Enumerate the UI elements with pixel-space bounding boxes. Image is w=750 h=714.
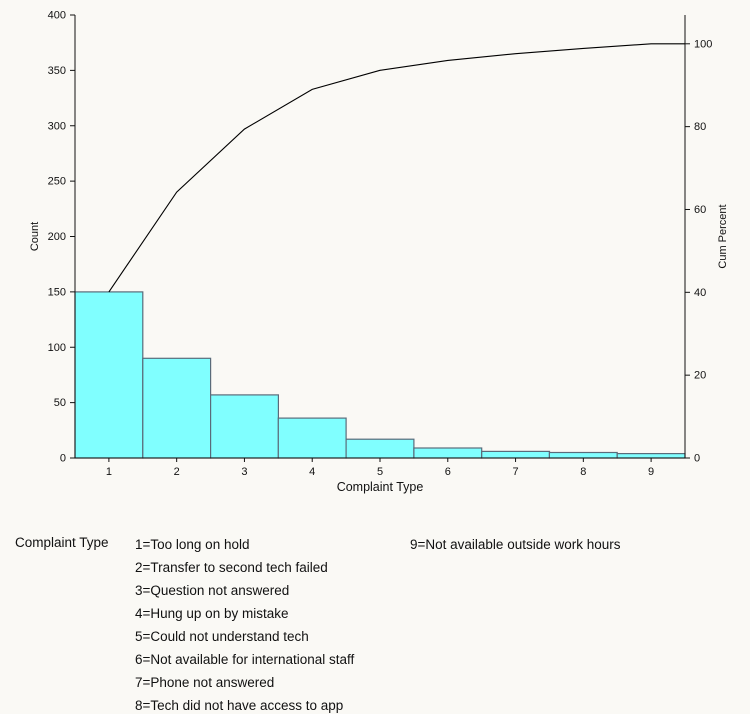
legend-item: 9=Not available outside work hours	[410, 537, 621, 552]
pareto-bar	[616, 453, 686, 459]
x-tick-label: 5	[377, 466, 383, 478]
pareto-bar	[210, 394, 280, 459]
right-axis-title: Cum Percent	[717, 204, 729, 268]
chart-area: 0 50 100 150 200 250 300 350 400 0 20 40 60 80 100 1 2 3 4…	[29, 10, 729, 495]
pareto-bar	[548, 451, 618, 459]
x-tick-label: 1	[106, 466, 112, 478]
legend-item: 7=Phone not answered	[135, 675, 275, 690]
pareto-bar	[345, 438, 415, 459]
left-tick-label: 300	[48, 120, 66, 132]
x-axis-title: Complaint Type	[337, 480, 424, 494]
left-tick-label: 200	[48, 231, 66, 243]
right-tick-label: 0	[694, 453, 700, 465]
x-tick-label: 6	[445, 466, 451, 478]
legend-column-1: 1=Too long on hold 2=Transfer to second t…	[135, 535, 354, 714]
right-tick-label: 80	[694, 121, 706, 133]
cumulative-percent-line	[108, 43, 685, 293]
right-tick-label: 20	[694, 370, 706, 382]
x-tick-label: 2	[174, 466, 180, 478]
pareto-bar	[413, 447, 483, 459]
legend-item: 6=Not available for international staff	[135, 652, 355, 667]
right-tick-label: 60	[694, 204, 706, 216]
pareto-bar	[481, 450, 551, 459]
pareto-bar	[142, 357, 212, 459]
left-tick-label: 0	[60, 453, 66, 465]
left-tick-label: 50	[54, 397, 66, 409]
legend-title: Complaint Type	[15, 535, 109, 550]
legend-item: 1=Too long on hold	[135, 537, 250, 552]
legend-item: 2=Transfer to second tech failed	[135, 560, 328, 575]
left-tick-label: 100	[48, 342, 66, 354]
legend-column-2: 9=Not available outside work hours	[410, 535, 621, 558]
legend-item: 5=Could not understand tech	[135, 629, 309, 644]
left-axis-title: Count	[29, 222, 41, 251]
x-tick-label: 9	[648, 466, 654, 478]
legend-item: 4=Hung up on by mistake	[135, 606, 289, 621]
x-tick-label: 4	[309, 466, 315, 478]
x-tick-label: 7	[512, 466, 518, 478]
legend-item: 8=Tech did not have access to app	[135, 698, 344, 713]
left-tick-label: 150	[48, 286, 66, 298]
left-tick-label: 250	[48, 176, 66, 188]
x-tick-label: 3	[241, 466, 247, 478]
left-tick-label: 350	[48, 65, 66, 77]
legend-item: 3=Question not answered	[135, 583, 290, 598]
right-tick-label: 100	[694, 38, 712, 50]
left-tick-label: 400	[48, 10, 66, 22]
pareto-bar	[74, 291, 144, 459]
x-tick-label: 8	[580, 466, 586, 478]
pareto-bar	[277, 417, 347, 459]
right-tick-label: 40	[694, 287, 706, 299]
pareto-chart: 0 50 100 150 200 250 300 350 400 0 20 40 60 80 100 1 2 3 4…	[29, 10, 729, 495]
